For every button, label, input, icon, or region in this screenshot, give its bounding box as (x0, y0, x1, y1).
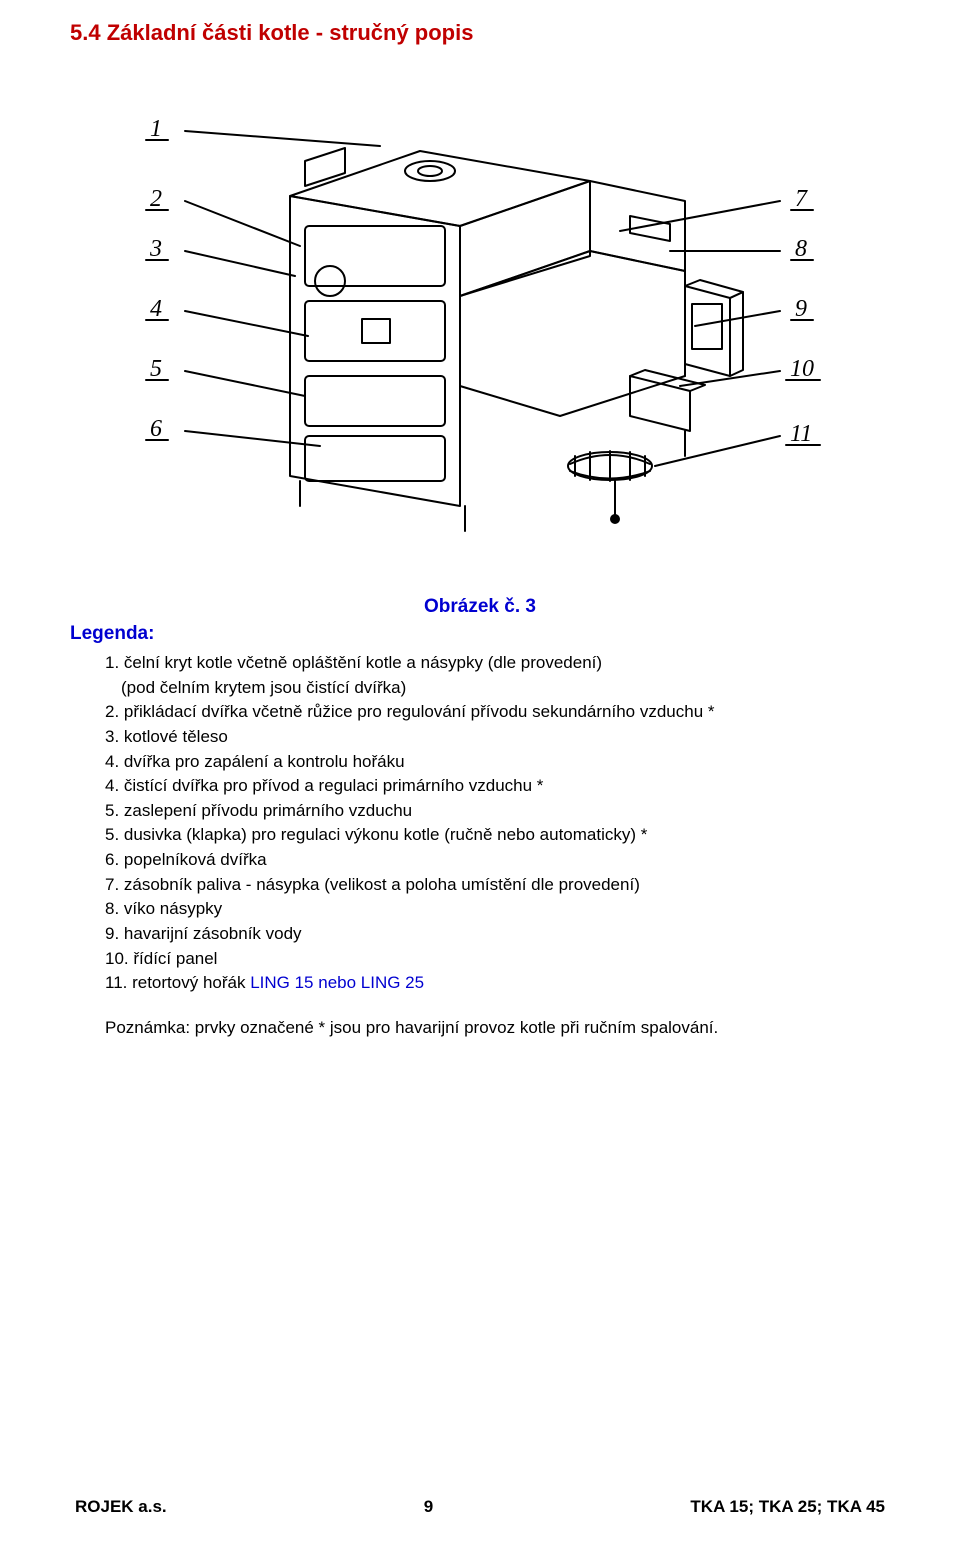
note-text: Poznámka: prvky označené * jsou pro hava… (70, 1018, 890, 1038)
legend-list: 1. čelní kryt kotle včetně opláštění kot… (70, 651, 890, 996)
legend-item-8: 8. víko násypky (105, 897, 890, 922)
svg-text:2: 2 (150, 186, 162, 212)
legend-item-4: 4. dvířka pro zapálení a kontrolu hořáku (105, 750, 890, 775)
legend-item-4b: 4. čistící dvířka pro přívod a regulaci … (105, 774, 890, 799)
footer-right: TKA 15; TKA 25; TKA 45 (690, 1497, 885, 1517)
svg-text:9: 9 (795, 296, 807, 322)
legend-item-10: 10. řídící panel (105, 947, 890, 972)
svg-text:6: 6 (150, 416, 162, 442)
svg-text:4: 4 (150, 296, 162, 322)
legend-item-3: 3. kotlové těleso (105, 725, 890, 750)
page-footer: ROJEK a.s. 9 TKA 15; TKA 25; TKA 45 (75, 1497, 885, 1517)
legend-item-6: 6. popelníková dvířka (105, 848, 890, 873)
svg-text:5: 5 (150, 356, 162, 382)
footer-left: ROJEK a.s. (75, 1497, 167, 1517)
legend-item-9: 9. havarijní zásobník vody (105, 922, 890, 947)
svg-text:8: 8 (795, 236, 807, 262)
boiler-diagram: 1 2 3 4 5 6 7 8 9 10 11 (130, 76, 830, 576)
svg-text:1: 1 (150, 116, 162, 142)
legend-item-1: 1. čelní kryt kotle včetně opláštění kot… (105, 651, 890, 700)
legend-item-7: 7. zásobník paliva - násypka (velikost a… (105, 873, 890, 898)
legend-item-5b: 5. dusivka (klapka) pro regulaci výkonu … (105, 823, 890, 848)
svg-text:3: 3 (149, 236, 162, 262)
legend-item-5a: 5. zaslepení přívodu primárního vzduchu (105, 799, 890, 824)
figure-caption: Obrázek č. 3 (70, 596, 890, 618)
footer-center: 9 (424, 1497, 433, 1517)
svg-text:11: 11 (790, 421, 812, 447)
legend-title: Legenda: (70, 623, 890, 645)
section-title: 5.4 Základní části kotle - stručný popis (70, 20, 890, 46)
legend-item-2: 2. přikládací dvířka včetně růžice pro r… (105, 700, 890, 725)
legend-item-11: 11. retortový hořák LING 15 nebo LING 25 (105, 971, 890, 996)
svg-text:7: 7 (795, 186, 808, 212)
svg-text:10: 10 (790, 356, 814, 382)
